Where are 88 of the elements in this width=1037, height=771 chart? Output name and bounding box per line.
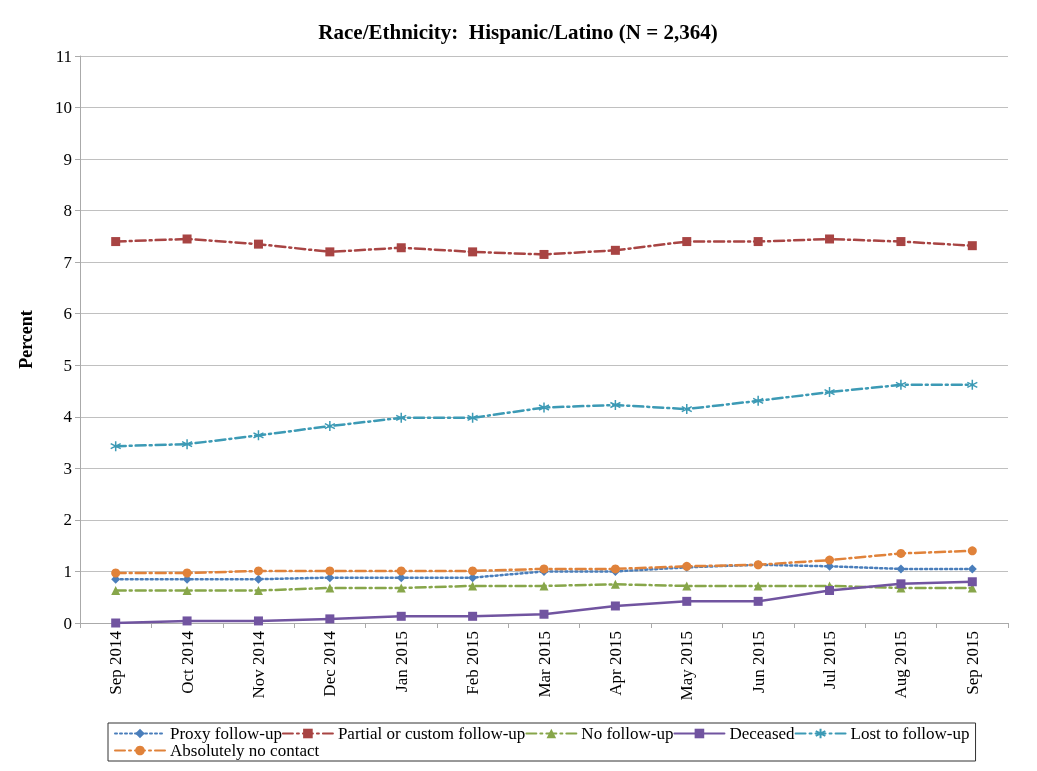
- point: [182, 568, 192, 578]
- y-tick-label: 5: [63, 355, 72, 375]
- y-tick-label: 8: [63, 201, 72, 221]
- point: [610, 579, 620, 589]
- point: [466, 412, 479, 424]
- point: [396, 566, 406, 576]
- x-tick-label: Sep 2014: [106, 630, 126, 695]
- point: [325, 247, 335, 257]
- y-tick-label: 6: [63, 304, 72, 324]
- x-tick-label: Jul 2015: [820, 631, 840, 690]
- y-tick-label: 3: [63, 458, 72, 478]
- point: [253, 566, 263, 576]
- x-tick-label: Sep 2015: [962, 631, 982, 695]
- point: [395, 412, 407, 424]
- y-tick-label: 9: [63, 149, 72, 169]
- point: [396, 243, 406, 253]
- point: [111, 568, 121, 578]
- point: [967, 546, 977, 556]
- point: [252, 429, 265, 442]
- point: [111, 618, 121, 628]
- point: [752, 395, 764, 407]
- point: [468, 566, 478, 576]
- point: [468, 611, 478, 621]
- point: [609, 399, 622, 411]
- point: [109, 440, 122, 452]
- point: [253, 586, 263, 596]
- chart-title: Race/Ethnicity: Hispanic/Latino (N = 2,364): [318, 19, 718, 44]
- point: [396, 611, 406, 621]
- point: [181, 438, 193, 450]
- point: [539, 249, 549, 259]
- y-tick-label: 1: [63, 561, 72, 581]
- point: [610, 245, 620, 255]
- point: [896, 579, 906, 589]
- point: [967, 564, 977, 574]
- legend-label: Proxy follow-up: [170, 724, 282, 743]
- point: [539, 609, 549, 619]
- y-tick-label: 4: [63, 407, 73, 427]
- point: [753, 596, 763, 606]
- x-tick-label: Jun 2015: [748, 631, 768, 693]
- legend-label: Lost to follow-up: [850, 724, 970, 743]
- point: [325, 614, 335, 624]
- point: [111, 237, 121, 247]
- point: [253, 239, 263, 249]
- point: [182, 234, 192, 244]
- point: [823, 386, 836, 398]
- point: [825, 234, 835, 244]
- point: [539, 581, 549, 591]
- y-tick-label: 11: [55, 46, 72, 66]
- y-tick-label: 7: [63, 252, 73, 272]
- point: [681, 403, 693, 415]
- point: [182, 586, 192, 596]
- x-tick-label: Aug 2015: [891, 631, 911, 699]
- x-tick-label: Jan 2015: [391, 631, 411, 692]
- x-tick-label: Dec 2014: [320, 630, 340, 697]
- legend-label: Deceased: [729, 724, 796, 743]
- legend-label: No follow-up: [581, 724, 674, 743]
- x-tick-label: Mar 2015: [534, 631, 554, 698]
- y-tick-label: 0: [63, 613, 72, 633]
- point: [967, 577, 977, 587]
- point: [895, 379, 907, 391]
- point: [253, 574, 263, 584]
- point: [253, 616, 263, 626]
- point: [325, 566, 335, 576]
- x-tick-label: Feb 2015: [463, 631, 483, 695]
- x-tick-label: Oct 2014: [177, 630, 197, 694]
- point: [896, 564, 906, 574]
- y-tick-label: 2: [63, 510, 72, 530]
- point: [825, 586, 835, 596]
- x-tick-label: May 2015: [677, 631, 697, 701]
- point: [468, 247, 478, 257]
- point: [111, 586, 121, 596]
- point: [182, 616, 192, 626]
- point: [967, 241, 977, 251]
- point: [538, 401, 550, 414]
- x-tick-label: Nov 2014: [248, 630, 268, 699]
- x-tick-label: Apr 2015: [605, 631, 625, 696]
- point: [610, 601, 620, 611]
- point: [682, 596, 692, 606]
- point: [324, 420, 336, 432]
- point: [896, 548, 906, 558]
- y-tick-label: 10: [55, 98, 72, 118]
- y-axis-title: Percent: [16, 310, 36, 369]
- point: [966, 379, 979, 391]
- point: [825, 555, 835, 565]
- point: [896, 237, 906, 247]
- point: [682, 237, 692, 247]
- legend-label: Partial or custom follow-up: [337, 724, 526, 743]
- point: [753, 237, 763, 247]
